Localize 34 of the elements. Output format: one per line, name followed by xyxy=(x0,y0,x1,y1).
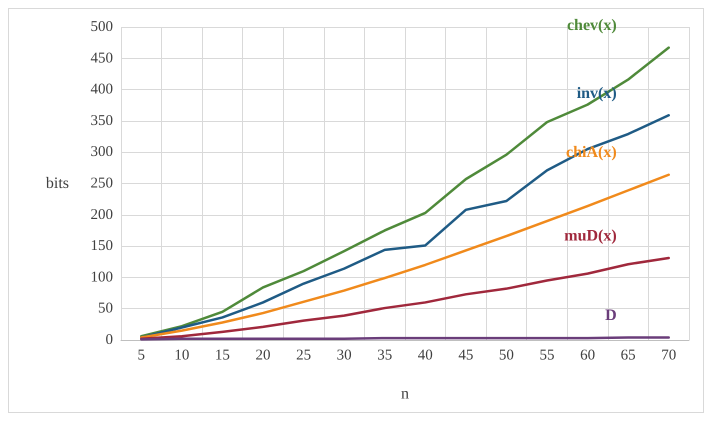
x-tick-label: 15 xyxy=(214,348,230,364)
x-tick-label: 45 xyxy=(458,348,474,364)
y-tick-label: 150 xyxy=(90,238,113,254)
x-tick-label: 20 xyxy=(256,348,270,364)
y-axis-title: bits xyxy=(46,175,69,192)
x-tick-label: 25 xyxy=(296,348,312,364)
y-tick-label: 100 xyxy=(90,269,113,286)
line-series xyxy=(140,173,670,339)
y-tick-label: 400 xyxy=(90,82,113,98)
series-label: muD(x) xyxy=(564,227,617,244)
line-series xyxy=(140,114,670,339)
y-tick-label: 300 xyxy=(90,144,113,160)
x-tick-label: 50 xyxy=(498,348,514,364)
text: chev(x) xyxy=(566,17,617,34)
x-tick-label: 35 xyxy=(377,348,392,364)
x-tick-label: 70 xyxy=(661,348,676,364)
x-tick-label: 10 xyxy=(174,348,190,364)
x-tick-label: 30 xyxy=(336,348,352,364)
y-tick-label: 350 xyxy=(90,112,113,129)
x-tick-label: 65 xyxy=(620,348,636,364)
x-tick-label: 55 xyxy=(540,348,554,364)
x-axis-title: n xyxy=(401,386,409,402)
y-tick-label: 200 xyxy=(90,206,113,223)
y-tick-label: 50 xyxy=(98,300,113,317)
y-tick-label: 0 xyxy=(106,332,113,348)
x-tick-label: 60 xyxy=(580,348,596,364)
line-series xyxy=(140,46,670,338)
line-series xyxy=(140,256,670,340)
series-label: D xyxy=(605,306,617,324)
x-tick-label: 5 xyxy=(138,348,146,364)
y-tick-label: 450 xyxy=(90,50,113,66)
y-tick-label: 250 xyxy=(90,176,113,192)
x-tick-label: 40 xyxy=(418,348,433,364)
y-tick-label: 500 xyxy=(90,19,113,35)
